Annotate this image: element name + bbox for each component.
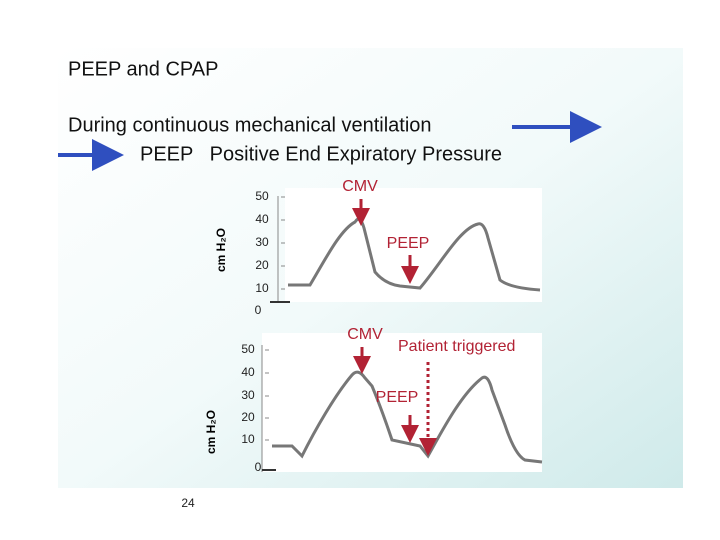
y-tick-label: 10 xyxy=(255,281,269,295)
y-tick-label: 0 xyxy=(255,303,262,317)
annotation: CMV xyxy=(342,178,378,195)
y-tick-label: 40 xyxy=(241,365,255,379)
text-line: During continuous mechanical ventilation xyxy=(68,114,432,136)
y-tick-label: 50 xyxy=(241,342,255,356)
y-tick-label: 0 xyxy=(255,460,262,474)
waveform xyxy=(272,370,543,464)
page-number: 24 xyxy=(181,496,195,510)
annotation: PEEP xyxy=(376,389,419,406)
y-tick-label: 50 xyxy=(255,189,269,203)
text-line: PEEP Positive End Expiratory Pressure xyxy=(140,143,502,165)
y-tick-label: 20 xyxy=(241,410,255,424)
annotation: Patient triggered xyxy=(398,338,515,355)
y-tick-label: 30 xyxy=(255,235,269,249)
title: PEEP and CPAP xyxy=(68,58,218,80)
y-axis-label: cm H₂O xyxy=(214,228,228,272)
annotation: PEEP xyxy=(387,235,430,252)
y-tick-label: 10 xyxy=(241,432,255,446)
y-tick-label: 20 xyxy=(255,258,269,272)
annotation: CMV xyxy=(347,326,383,343)
y-tick-label: 30 xyxy=(241,388,255,402)
y-axis-label: cm H₂O xyxy=(204,410,218,454)
y-tick-label: 40 xyxy=(255,212,269,226)
